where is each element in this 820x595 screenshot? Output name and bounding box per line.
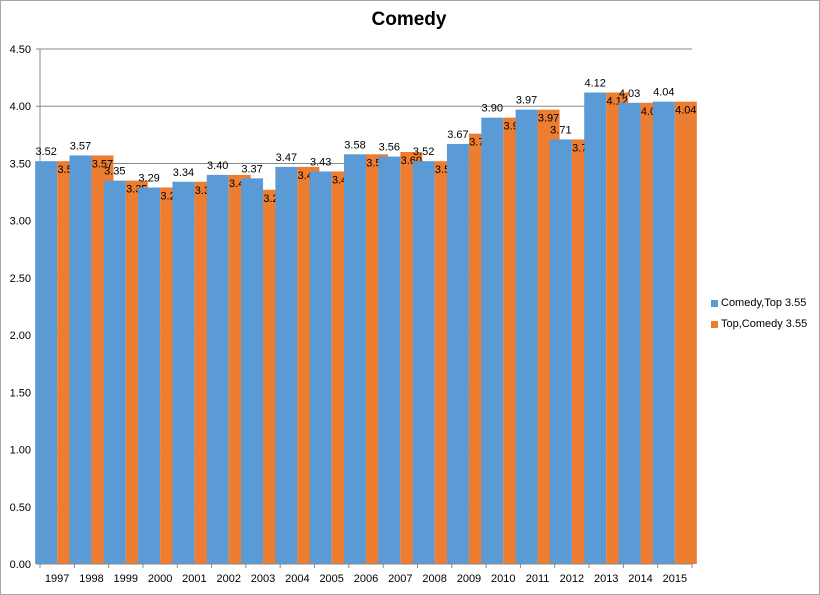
x-tick-label: 2006 xyxy=(354,573,378,585)
x-tick-label: 1999 xyxy=(114,573,138,585)
x-tick-label: 2003 xyxy=(251,573,275,585)
x-tick-label: 2009 xyxy=(457,573,481,585)
bar-1 xyxy=(275,166,298,564)
bar-1 xyxy=(69,155,92,564)
data-label-series-1: 3.43 xyxy=(310,156,331,168)
legend-item-series-1: Comedy,Top 3.55 xyxy=(711,296,807,310)
data-label-series-1: 3.67 xyxy=(447,129,468,141)
data-label-series-1: 4.12 xyxy=(584,77,605,89)
y-tick-label: 0.50 xyxy=(10,502,31,514)
y-tick-label: 0.00 xyxy=(10,559,31,571)
legend-swatch-series-2 xyxy=(711,320,718,328)
bar-1 xyxy=(652,101,675,565)
y-tick-label: 4.00 xyxy=(10,101,31,113)
bar-1 xyxy=(172,181,195,564)
x-tick-label: 2014 xyxy=(628,573,652,585)
bar-1 xyxy=(138,187,161,564)
data-label-series-2: 3.57 xyxy=(92,158,113,170)
bar-1 xyxy=(35,161,58,564)
x-tick-label: 2001 xyxy=(182,573,206,585)
data-label-series-1: 3.56 xyxy=(379,142,400,154)
bar-2 xyxy=(674,101,697,565)
data-label-series-2: 3.97 xyxy=(538,113,559,125)
x-tick-label: 2005 xyxy=(319,573,343,585)
x-tick-label: 2011 xyxy=(526,573,550,585)
bar-1 xyxy=(618,102,641,565)
data-label-series-2: 4.04 xyxy=(675,105,696,117)
data-label-series-1: 3.52 xyxy=(413,146,434,158)
x-tick-label: 1997 xyxy=(45,573,69,585)
data-label-series-1: 3.71 xyxy=(550,124,571,136)
bar-1 xyxy=(241,178,264,565)
x-tick-label: 2008 xyxy=(422,573,446,585)
bar-1 xyxy=(481,117,504,565)
legend-label-series-1: Comedy,Top 3.55 xyxy=(721,297,807,309)
x-tick-label: 2010 xyxy=(491,573,515,585)
x-tick-label: 2004 xyxy=(285,573,309,585)
x-tick-label: 2000 xyxy=(148,573,172,585)
y-tick-label: 3.50 xyxy=(10,158,31,170)
data-label-series-1: 3.40 xyxy=(207,160,228,172)
data-label-series-1: 3.58 xyxy=(344,139,365,151)
x-tick-label: 1998 xyxy=(79,573,103,585)
x-tick-label: 2012 xyxy=(560,573,584,585)
y-tick-label: 4.50 xyxy=(10,44,31,56)
data-label-series-1: 3.47 xyxy=(276,152,297,164)
data-label-series-1: 3.57 xyxy=(70,140,91,152)
bar-1 xyxy=(206,174,229,564)
y-tick-label: 2.50 xyxy=(10,273,31,285)
x-tick-label: 2013 xyxy=(594,573,618,585)
chart-title: Comedy xyxy=(371,9,447,30)
bar-1 xyxy=(584,92,607,564)
data-label-series-1: 3.29 xyxy=(138,172,159,184)
data-label-series-1: 3.90 xyxy=(482,103,503,115)
data-label-series-1: 4.03 xyxy=(619,88,640,100)
data-label-series-1: 3.97 xyxy=(516,95,537,107)
x-tick-label: 2007 xyxy=(388,573,412,585)
data-label-series-1: 3.34 xyxy=(173,167,194,179)
y-tick-label: 1.00 xyxy=(10,445,31,457)
bar-1 xyxy=(515,109,538,565)
bar-1 xyxy=(103,180,126,564)
bar-1 xyxy=(549,139,572,564)
y-tick-label: 3.00 xyxy=(10,216,31,228)
chart-legend: Comedy,Top 3.55 Top,Comedy 3.55 xyxy=(711,296,807,338)
y-tick-label: 1.50 xyxy=(10,387,31,399)
data-label-series-1: 4.04 xyxy=(653,87,674,99)
bar-1 xyxy=(378,156,401,565)
data-label-series-1: 3.52 xyxy=(35,146,56,158)
bar-1 xyxy=(309,171,332,564)
y-tick-label: 2.00 xyxy=(10,330,31,342)
bar-1 xyxy=(412,161,435,564)
legend-label-series-2: Top,Comedy 3.55 xyxy=(721,318,808,330)
x-tick-label: 2015 xyxy=(663,573,687,585)
x-tick-label: 2002 xyxy=(216,573,240,585)
data-label-series-1: 3.35 xyxy=(104,166,125,178)
bar-1 xyxy=(446,143,469,564)
bar-1 xyxy=(344,154,366,565)
legend-swatch-series-1 xyxy=(711,299,718,307)
legend-item-series-2: Top,Comedy 3.55 xyxy=(711,317,807,331)
data-label-series-1: 3.37 xyxy=(241,163,262,175)
